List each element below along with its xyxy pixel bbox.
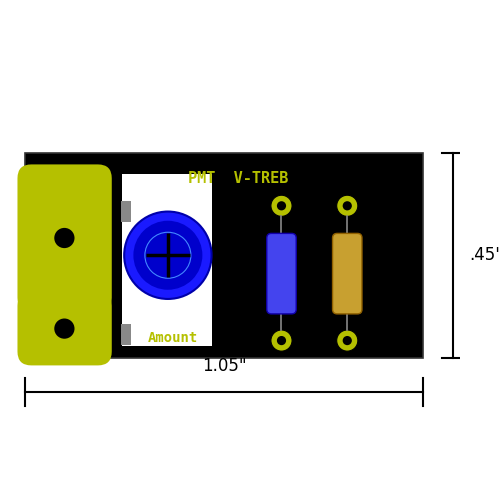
Circle shape [277,201,286,211]
Text: Amount: Amount [148,331,198,345]
Text: 1.05": 1.05" [202,357,246,375]
FancyBboxPatch shape [18,164,112,311]
Circle shape [342,201,352,211]
Circle shape [342,336,352,345]
Circle shape [277,336,286,345]
Text: PMT  V-TREB: PMT V-TREB [188,171,288,186]
Circle shape [54,228,74,248]
FancyBboxPatch shape [332,234,362,314]
Circle shape [124,212,212,299]
Circle shape [134,221,202,290]
Bar [26,153,423,358]
Bar [122,174,212,346]
Circle shape [336,330,358,351]
Circle shape [54,318,74,339]
Text: .45": .45" [469,246,500,264]
Bar [120,324,130,345]
Circle shape [336,195,358,217]
Circle shape [271,195,292,217]
Circle shape [271,330,292,351]
FancyBboxPatch shape [267,234,296,314]
Bar [120,201,130,222]
FancyBboxPatch shape [18,292,112,365]
